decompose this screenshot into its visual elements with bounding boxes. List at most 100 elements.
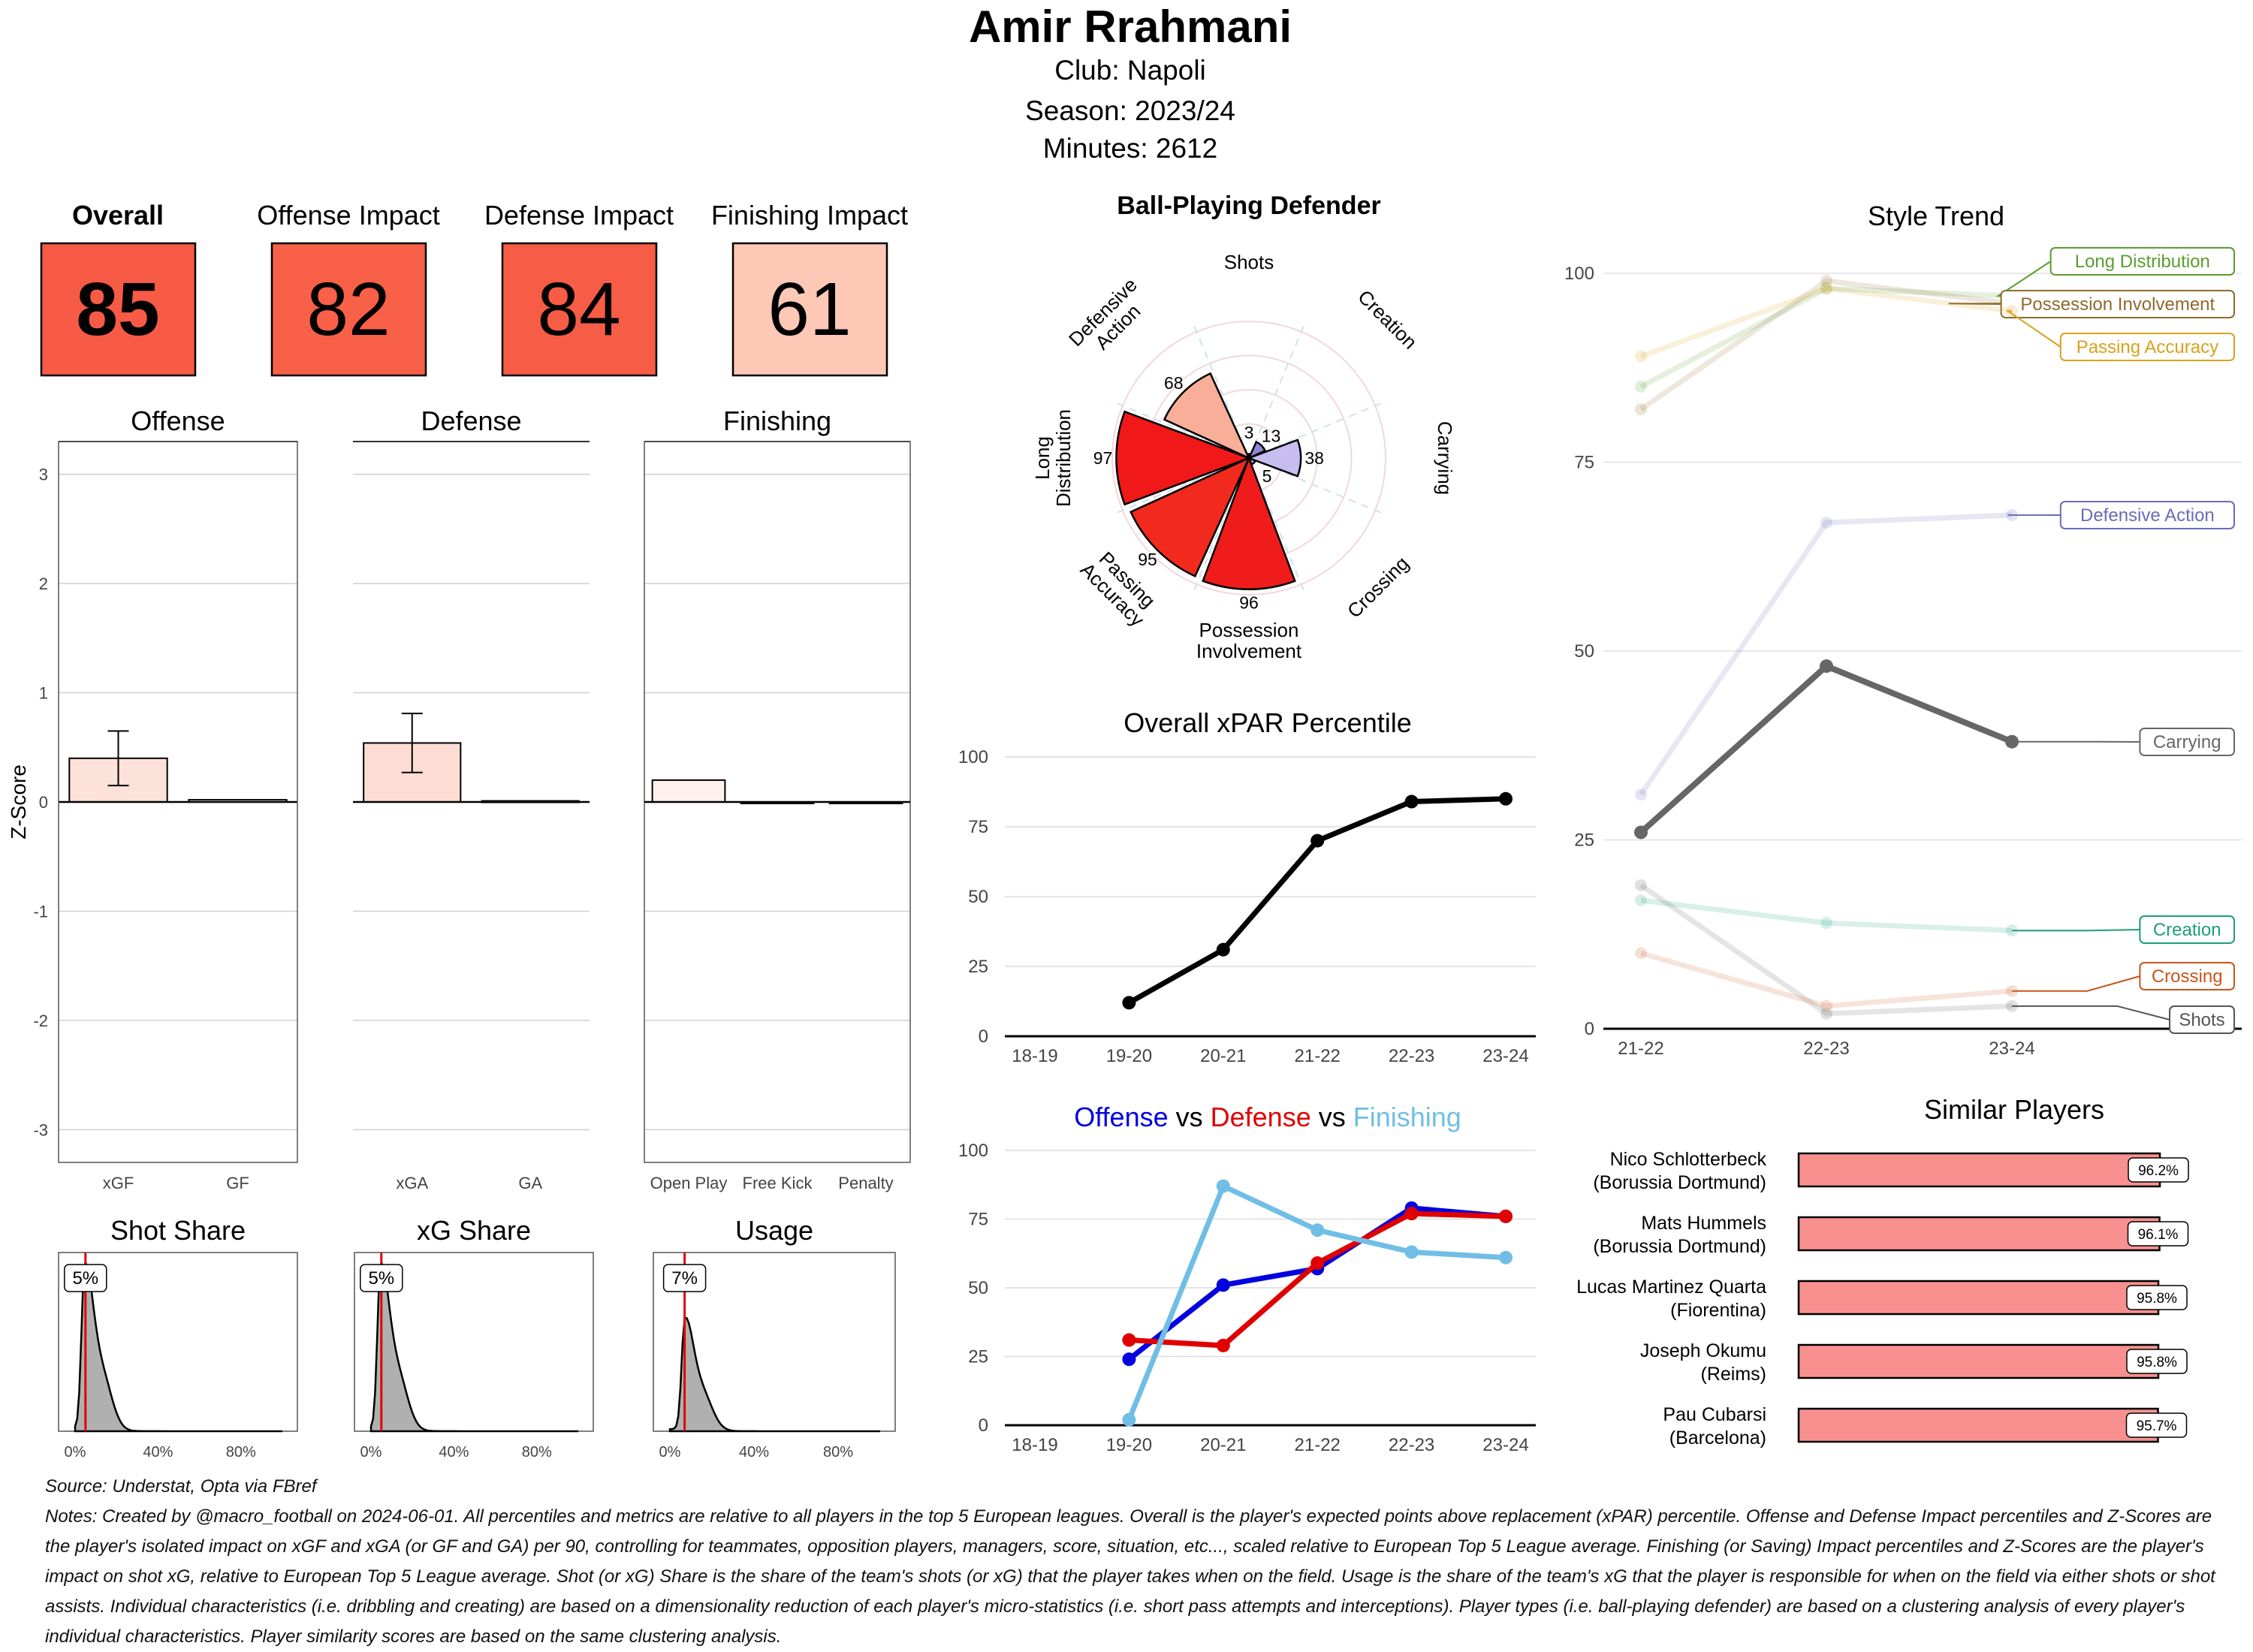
radar-axis-label: LongDistribution bbox=[1031, 409, 1075, 507]
similar-title: Similar Players bbox=[1924, 1094, 2104, 1125]
x-tick-label: 40% bbox=[439, 1444, 469, 1461]
similar-player-club: (Reims) bbox=[1701, 1364, 1767, 1385]
impact-label-finishing: Finishing Impact bbox=[711, 200, 908, 231]
similar-player-name: Joseph Okumu bbox=[1640, 1340, 1766, 1361]
radar-axis-label: DefensiveAction bbox=[1064, 273, 1157, 366]
x-tick-label: 18-19 bbox=[1012, 1046, 1057, 1066]
series-point bbox=[1499, 1250, 1513, 1265]
similar-player-club: (Fiorentina) bbox=[1670, 1300, 1766, 1321]
style-point bbox=[1820, 659, 1833, 674]
style-point bbox=[1820, 999, 1832, 1012]
x-tick-label: 23-24 bbox=[1482, 1435, 1528, 1455]
similar-player-club: (Barcelona) bbox=[1669, 1427, 1766, 1449]
bar-open-play bbox=[651, 779, 726, 803]
style-label: Carrying bbox=[2153, 732, 2221, 752]
radar-wedge-possession-involvement bbox=[1202, 455, 1296, 591]
ovd-title-part: Offense bbox=[1074, 1102, 1168, 1132]
style-leader-line bbox=[2012, 975, 2140, 992]
x-tick-label: 0% bbox=[65, 1444, 86, 1461]
impact-label-offense: Offense Impact bbox=[257, 200, 439, 231]
similar-player-name: Lucas Martinez Quarta bbox=[1576, 1277, 1766, 1298]
xpar-percentile-chart: Overall xPAR Percentile 100 75 50 25 0 18-19 19… bbox=[958, 707, 1536, 1066]
distribution-title: Usage bbox=[735, 1215, 813, 1246]
offense-defense-finishing-chart: Offense vs Defense vs Finishing 100 75 50 25… bbox=[958, 1102, 1536, 1455]
y-tick-label: 25 bbox=[1574, 831, 1594, 851]
y-tick-label: 0 bbox=[979, 1415, 988, 1436]
player-name: Amir Rrahmani bbox=[969, 2, 1292, 52]
impact-label-overall: Overall bbox=[72, 200, 164, 231]
impact-label-defense: Defense Impact bbox=[484, 200, 674, 231]
similar-bar bbox=[1797, 1152, 2161, 1188]
series-point bbox=[1310, 1256, 1325, 1271]
ovd-title-part: Defense bbox=[1203, 1102, 1311, 1132]
x-tick-label: 23-24 bbox=[1482, 1046, 1528, 1066]
radar-spoke bbox=[1248, 457, 1306, 593]
style-label-box bbox=[2139, 962, 2235, 990]
style-trend-title: Style Trend bbox=[1868, 200, 2004, 231]
radar-title: Ball-Playing Defender bbox=[1117, 191, 1380, 220]
y-tick-label: 100 bbox=[958, 747, 988, 767]
notes-text: Notes: Created by @macro_football on 202… bbox=[45, 1506, 2215, 1647]
radar-spoke bbox=[1192, 323, 1250, 459]
impact-value-defense: 84 bbox=[537, 267, 620, 351]
y-tick-label: 3 bbox=[39, 466, 48, 484]
x-tick-label: 0% bbox=[360, 1444, 382, 1461]
y-tick-label: 75 bbox=[1574, 453, 1594, 473]
player-marker-box bbox=[360, 1264, 403, 1292]
x-tick-label: 22-23 bbox=[1389, 1435, 1434, 1455]
style-label-box bbox=[2059, 333, 2236, 361]
series-point bbox=[1499, 1209, 1513, 1223]
minutes-line: Minutes: 2612 bbox=[1043, 133, 1217, 164]
zscore-chart: Z-Score Offense xGF GF Defense xGA GA Finishing… bbox=[7, 405, 911, 1192]
similar-score-box bbox=[2126, 1285, 2188, 1310]
series-point bbox=[1404, 1245, 1419, 1259]
radar-wedge-long-distribution bbox=[1115, 410, 1252, 506]
style-label: Defensive Action bbox=[2080, 505, 2215, 526]
y-tick-label: 0 bbox=[1585, 1019, 1594, 1039]
panel-title: Offense bbox=[131, 405, 225, 436]
radar-spoke bbox=[1114, 457, 1250, 515]
y-tick-label: 1 bbox=[39, 684, 48, 703]
x-tick-label: 21-22 bbox=[1618, 1039, 1663, 1059]
series-point bbox=[1404, 794, 1419, 809]
similar-player-name: Nico Schlotterbeck bbox=[1610, 1149, 1767, 1170]
panel-title: Finishing bbox=[723, 405, 831, 436]
density-area bbox=[369, 1259, 578, 1433]
x-tick-label: 22-23 bbox=[1389, 1046, 1434, 1066]
style-point bbox=[1635, 947, 1647, 960]
impact-box-offense bbox=[270, 242, 427, 377]
y-tick-label: 50 bbox=[968, 1278, 988, 1298]
distribution-panel-0: Shot Share 5% 0% 40% 80% bbox=[58, 1215, 298, 1461]
series-point bbox=[1122, 1412, 1136, 1427]
similar-score-box bbox=[2128, 1157, 2189, 1183]
style-label: Creation bbox=[2153, 920, 2221, 940]
club-line: Club: Napoli bbox=[1054, 55, 1206, 86]
impact-value-overall: 85 bbox=[76, 267, 159, 351]
y-tick-label: 0 bbox=[979, 1026, 988, 1047]
radar-spoke bbox=[1114, 401, 1250, 459]
style-point bbox=[1820, 282, 1832, 295]
x-tick-label: Penalty bbox=[838, 1174, 893, 1192]
style-point bbox=[1635, 894, 1647, 906]
x-tick-label: GF bbox=[226, 1174, 249, 1192]
impact-box-defense bbox=[501, 242, 658, 377]
y-tick-label: 2 bbox=[39, 574, 48, 593]
radar-value-label: 13 bbox=[1262, 427, 1281, 446]
impact-value-offense: 82 bbox=[306, 267, 390, 351]
style-point bbox=[1634, 825, 1648, 840]
style-line-defensive-action bbox=[1639, 512, 2013, 797]
impact-box-finishing bbox=[731, 242, 888, 377]
ovd-title-part: Finishing bbox=[1346, 1102, 1461, 1132]
style-point bbox=[1635, 788, 1647, 801]
style-line-long-distribution bbox=[1639, 285, 2013, 389]
similar-score-label: 95.7% bbox=[2137, 1418, 2177, 1434]
style-leader-line bbox=[2012, 1005, 2170, 1020]
series-point bbox=[1216, 1338, 1230, 1352]
radar-ring bbox=[1111, 321, 1386, 595]
style-line-possession-involvement bbox=[1639, 278, 2013, 411]
player-marker-label: 5% bbox=[368, 1268, 394, 1289]
x-tick-label: 23-24 bbox=[1989, 1039, 2034, 1059]
y-tick-label: -1 bbox=[33, 902, 48, 921]
y-tick-label: 75 bbox=[968, 1210, 988, 1230]
